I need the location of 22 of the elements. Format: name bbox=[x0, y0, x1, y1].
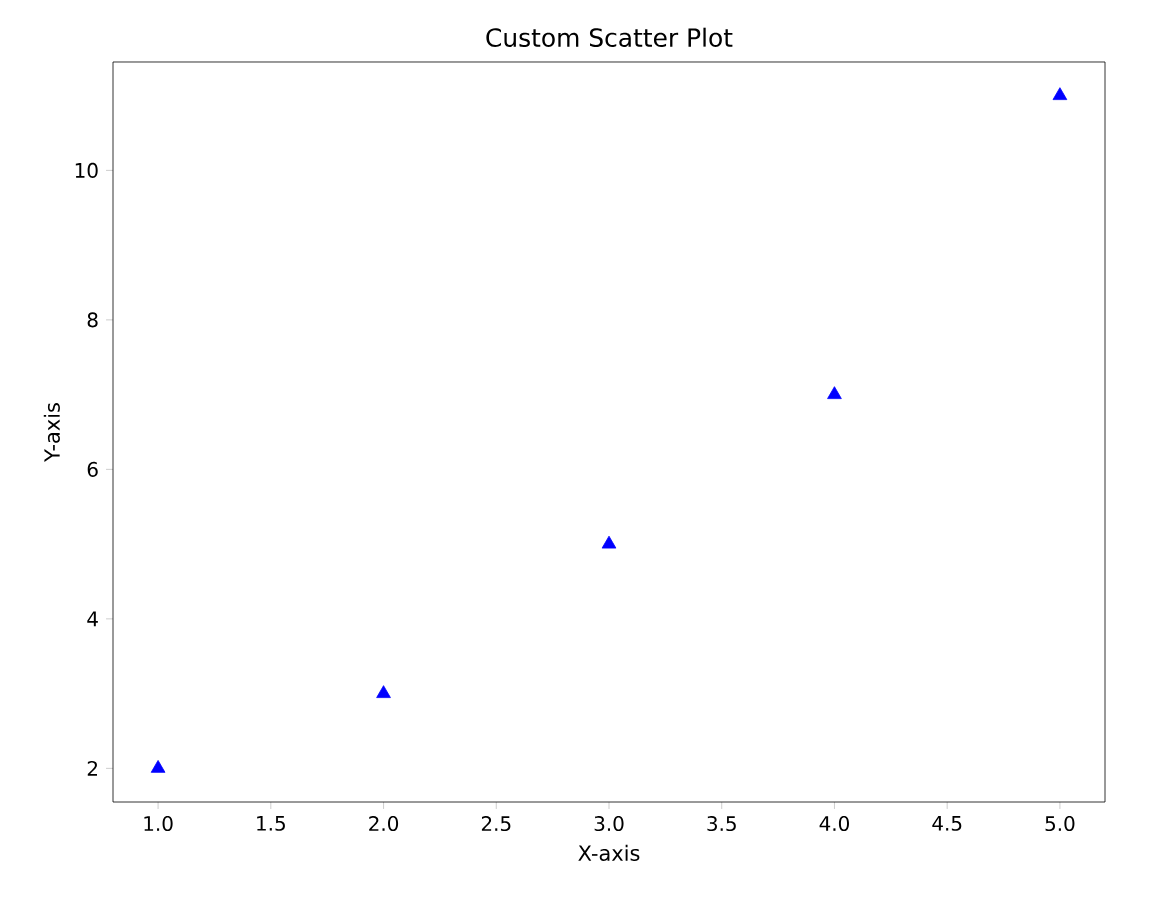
chart-title: Custom Scatter Plot bbox=[486, 27, 733, 47]
x-tick-label: 4.0 bbox=[819, 815, 849, 832]
x-tick-label: 2.0 bbox=[369, 815, 399, 832]
y-tick-label: 4 bbox=[87, 611, 98, 627]
y-axis-title: Y-axis bbox=[43, 403, 60, 462]
point bbox=[827, 386, 842, 400]
x-tick-label: 3.0 bbox=[594, 815, 624, 832]
x-axis-title: X-axis bbox=[578, 844, 640, 861]
y-tick-label: 6 bbox=[87, 461, 98, 477]
x-tick-label: 1.0 bbox=[144, 815, 173, 832]
y-tick-label: 10 bbox=[75, 162, 98, 178]
y-tick-label: 8 bbox=[87, 312, 98, 328]
x-tick-label: 4.5 bbox=[932, 816, 962, 831]
x-tick-label: 3.5 bbox=[707, 815, 736, 832]
x-tick-label: 1.5 bbox=[257, 816, 285, 831]
point bbox=[376, 685, 391, 698]
point bbox=[1052, 87, 1068, 101]
point bbox=[150, 759, 166, 773]
y-tick-label: 2 bbox=[87, 760, 97, 776]
x-tick-label: 5.0 bbox=[1045, 815, 1075, 832]
point bbox=[601, 535, 617, 549]
x-tick-label: 2.5 bbox=[481, 815, 511, 832]
